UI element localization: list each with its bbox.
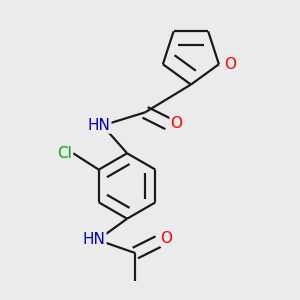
Text: HN: HN bbox=[88, 118, 111, 133]
Text: O: O bbox=[160, 231, 172, 246]
Text: O: O bbox=[170, 116, 182, 131]
Text: O: O bbox=[224, 57, 236, 72]
Text: Cl: Cl bbox=[58, 146, 72, 161]
Text: HN: HN bbox=[83, 232, 106, 247]
